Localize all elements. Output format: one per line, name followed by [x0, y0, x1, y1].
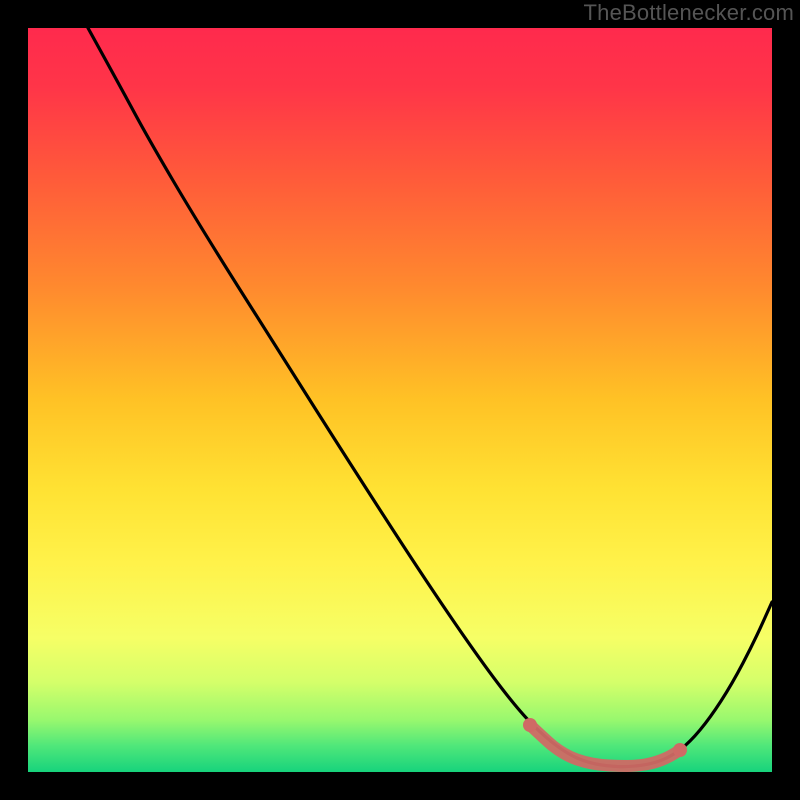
watermark-text: TheBottlenecker.com [584, 0, 794, 26]
chart-svg [0, 0, 800, 800]
chart-canvas: { "watermark": { "text": "TheBottlenecke… [0, 0, 800, 800]
plot-background [28, 28, 772, 772]
valley-endpoint-dot [673, 743, 687, 757]
valley-endpoint-dot [523, 718, 537, 732]
